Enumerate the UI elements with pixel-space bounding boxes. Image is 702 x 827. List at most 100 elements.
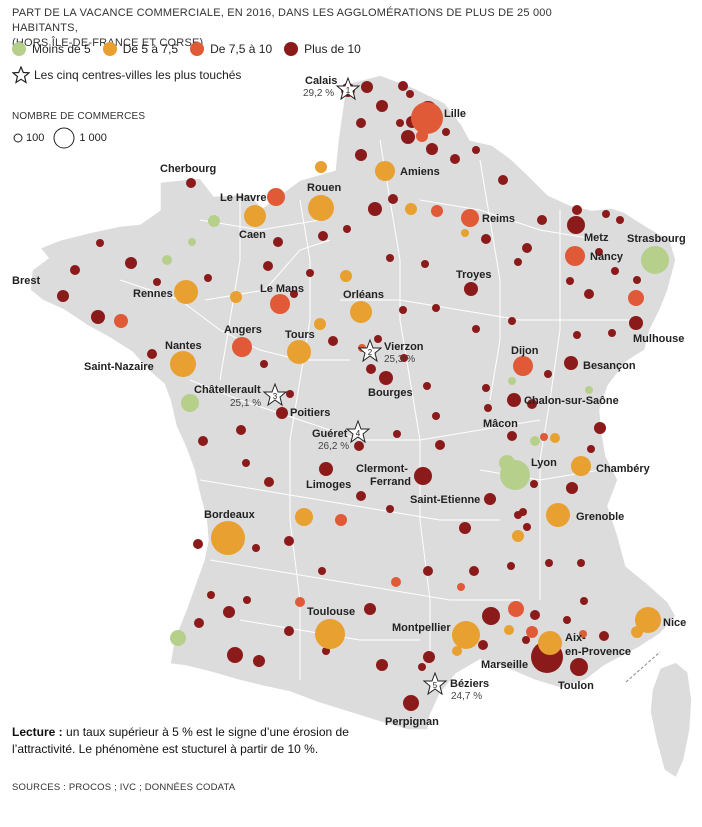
- star-number-5: 5: [433, 681, 438, 690]
- label-chambery: Chambéry: [596, 463, 651, 475]
- bubbles-5-a-7-5: [170, 161, 661, 656]
- department-borders: [119, 139, 640, 680]
- label-aix-2: en-Provence: [565, 646, 631, 658]
- legend-item-moins-de-5: Moins de 5: [12, 42, 91, 56]
- label-calais: Calais: [305, 75, 337, 87]
- label-dijon: Dijon: [511, 345, 539, 357]
- legend-swatch-red: [190, 42, 205, 56]
- star-legend-label: Les cinq centres-villes les plus touchés: [34, 68, 242, 82]
- star-legend: Les cinq centres-villes les plus touchés: [12, 66, 241, 84]
- bubbles-7-5-a-10: [114, 102, 644, 638]
- label-tours: Tours: [285, 329, 315, 341]
- label-beziers: Béziers: [450, 678, 489, 690]
- label-troyes: Troyes: [456, 269, 491, 281]
- label-limoges: Limoges: [306, 479, 351, 491]
- label-orleans: Orléans: [343, 289, 384, 301]
- star-rank-2: [357, 338, 383, 363]
- label-marseille: Marseille: [481, 659, 528, 671]
- label-toulon: Toulon: [558, 680, 594, 692]
- label-rennes: Rennes: [133, 288, 173, 300]
- label-besancon: Besançon: [583, 360, 636, 372]
- star-icon: [12, 66, 30, 84]
- label-strasbourg: Strasbourg: [627, 233, 686, 245]
- label-aix-1: Aix-: [565, 632, 586, 644]
- label-vierzon: Vierzon: [384, 341, 424, 353]
- small-circle-icon: [13, 133, 23, 143]
- label-bourges: Bourges: [368, 387, 413, 399]
- corsica-outline: [649, 661, 693, 780]
- label-metz: Metz: [584, 232, 609, 244]
- corsica-separator: [625, 651, 661, 683]
- bubbles-moins-de-5: [162, 215, 669, 646]
- value-beziers: 24,7 %: [451, 691, 482, 702]
- legend-label: Plus de 10: [304, 42, 361, 56]
- star-rank-1: [335, 76, 361, 101]
- label-saint-etienne: Saint-Etienne: [410, 494, 480, 506]
- label-nantes: Nantes: [165, 340, 202, 352]
- reading-note: Lecture : un taux supérieur à 5 % est le…: [12, 724, 372, 758]
- label-angers: Angers: [224, 324, 262, 336]
- star-numbers: 1 2 3 4 5: [273, 86, 438, 690]
- ranked-stars: [262, 76, 448, 696]
- label-perpignan: Perpignan: [385, 716, 439, 728]
- large-circle-icon: [53, 127, 75, 149]
- label-saint-nazaire: Saint-Nazaire: [84, 361, 154, 373]
- star-number-4: 4: [356, 429, 361, 438]
- label-toulouse: Toulouse: [307, 606, 355, 618]
- label-mulhouse: Mulhouse: [633, 333, 684, 345]
- color-legend: Moins de 5 De 5 à 7,5 De 7,5 à 10 Plus d…: [12, 42, 373, 56]
- ranked-labels: Calais Vierzon Châtellerault Guéret Bézi…: [194, 75, 489, 690]
- legend-swatch-darkred: [284, 42, 299, 56]
- size-large-label: 1 000: [79, 132, 107, 144]
- label-le-mans: Le Mans: [260, 283, 304, 295]
- legend-item-plus-de-10: Plus de 10: [284, 42, 361, 56]
- label-chalon: Chalon-sur-Saône: [524, 395, 619, 407]
- label-amiens: Amiens: [400, 166, 440, 178]
- label-montpellier: Montpellier: [392, 622, 451, 634]
- value-chatellerault: 25,1 %: [230, 398, 261, 409]
- value-gueret: 26,2 %: [318, 441, 349, 452]
- label-nancy: Nancy: [590, 251, 624, 263]
- label-nice: Nice: [663, 617, 686, 629]
- city-labels: Lille Amiens Cherbourg Le Havre Rouen Ca…: [12, 108, 686, 728]
- label-lille: Lille: [444, 108, 466, 120]
- label-cherbourg: Cherbourg: [160, 163, 216, 175]
- value-vierzon: 25,3 %: [384, 354, 415, 365]
- label-caen: Caen: [239, 229, 266, 241]
- star-number-1: 1: [346, 86, 351, 95]
- legend-swatch-orange: [102, 42, 117, 56]
- star-rank-5: [422, 671, 448, 696]
- reading-note-bold: Lecture :: [12, 725, 63, 739]
- reading-note-text: un taux supérieur à 5 % est le signe d’u…: [12, 725, 349, 756]
- legend-label: De 7,5 à 10: [210, 42, 273, 56]
- bubbles-plus-de-10: [57, 81, 643, 711]
- label-clermont-1: Clermont-: [356, 463, 408, 475]
- value-calais: 29,2 %: [303, 88, 334, 99]
- star-rank-3: [262, 382, 288, 407]
- label-bordeaux: Bordeaux: [204, 509, 256, 521]
- ranked-values: 29,2 % 25,3 % 25,1 % 26,2 % 24,7 %: [230, 88, 482, 702]
- sources: SOURCES : PROCOS ; IVC ; DONNÉES CODATA: [12, 782, 236, 793]
- legend-item-7-5-a-10: De 7,5 à 10: [190, 42, 272, 56]
- label-grenoble: Grenoble: [576, 511, 624, 523]
- star-number-3: 3: [273, 392, 278, 401]
- size-legend: 100 1 000: [12, 126, 107, 150]
- label-gueret: Guéret: [312, 428, 348, 440]
- label-poitiers: Poitiers: [290, 407, 330, 419]
- title-line-1: PART DE LA VACANCE COMMERCIALE, EN 2016,…: [12, 7, 552, 34]
- legend-label: Moins de 5: [32, 42, 91, 56]
- label-brest: Brest: [12, 275, 40, 287]
- legend-label: De 5 à 7,5: [122, 42, 179, 56]
- label-reims: Reims: [482, 213, 515, 225]
- label-rouen: Rouen: [307, 182, 342, 194]
- size-small-label: 100: [26, 132, 45, 144]
- star-number-2: 2: [368, 348, 373, 357]
- legend-swatch-green: [12, 42, 26, 56]
- label-clermont-2: Ferrand: [370, 476, 411, 488]
- label-lyon: Lyon: [531, 457, 557, 469]
- legend-item-5-a-7-5: De 5 à 7,5: [102, 42, 179, 56]
- label-le-havre: Le Havre: [220, 192, 266, 204]
- label-macon: Mâcon: [483, 418, 518, 430]
- label-chatellerault: Châtellerault: [194, 384, 261, 396]
